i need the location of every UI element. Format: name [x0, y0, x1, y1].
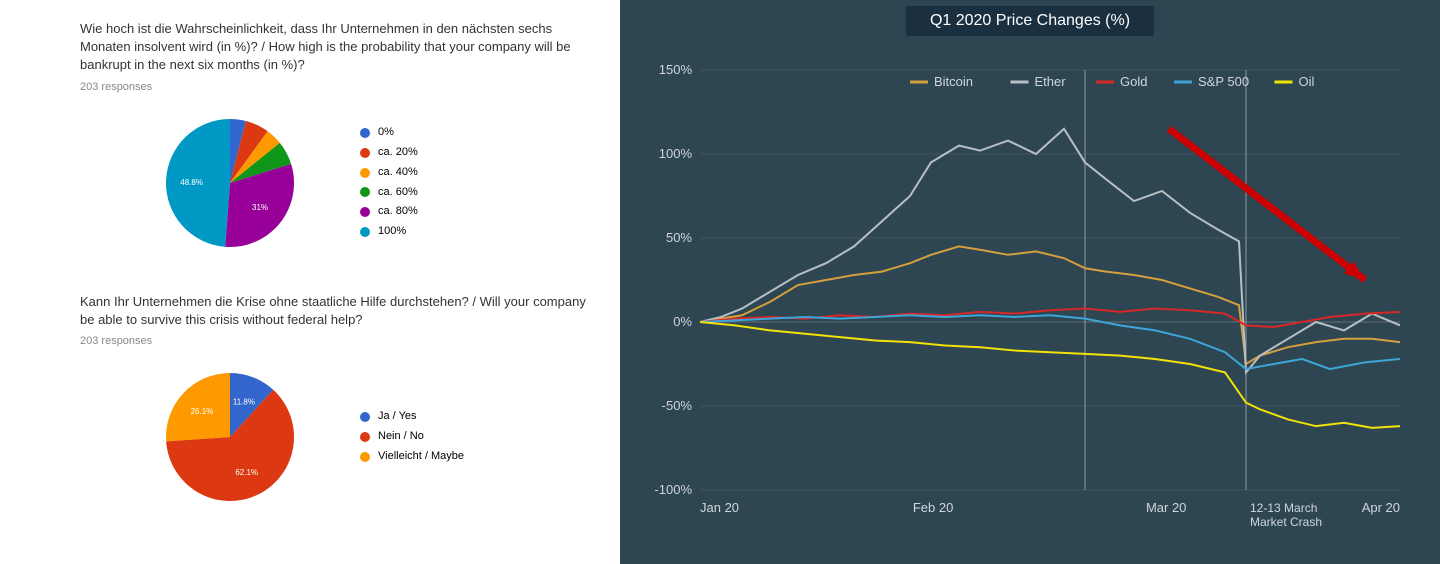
- pie-slice-label: 26.1%: [191, 407, 214, 416]
- y-tick-label: 50%: [666, 230, 692, 245]
- legend-label: ca. 60%: [378, 183, 418, 203]
- series-line: [700, 246, 1400, 364]
- legend-item: ca. 40%: [360, 163, 418, 183]
- chart-title: Q1 2020 Price Changes (%): [906, 6, 1154, 36]
- legend-swatch: [360, 187, 370, 197]
- legend-label: Oil: [1299, 74, 1315, 89]
- x-tick-label: Apr 20: [1362, 500, 1400, 515]
- legend-swatch: [360, 452, 370, 462]
- y-tick-label: 150%: [659, 62, 693, 77]
- legend-swatch: [360, 168, 370, 178]
- y-tick-label: -50%: [662, 398, 693, 413]
- pie-legend-2: Ja / YesNein / NoVielleicht / Maybe: [360, 407, 464, 466]
- legend-item: ca. 60%: [360, 183, 418, 203]
- legend-swatch: [360, 128, 370, 138]
- annotation-arrow: [1169, 129, 1365, 280]
- pie-chart-2: 11.8% 62.1% 26.1%: [140, 357, 320, 517]
- pie-slice-label: 31%: [252, 203, 268, 212]
- survey-block-1: Wie hoch ist die Wahrscheinlichkeit, das…: [80, 20, 590, 263]
- legend-label: ca. 40%: [378, 163, 418, 183]
- price-chart-panel: Q1 2020 Price Changes (%) -100% -50% 0% 50%…: [620, 0, 1440, 564]
- legend-label: Bitcoin: [934, 74, 973, 89]
- legend-item: 0%: [360, 123, 418, 143]
- legend-swatch: [360, 207, 370, 217]
- survey-question-2: Kann Ihr Unternehmen die Krise ohne staa…: [80, 293, 590, 329]
- survey-question-1: Wie hoch ist die Wahrscheinlichkeit, das…: [80, 20, 590, 75]
- pie-legend-1: 0%ca. 20%ca. 40%ca. 60%ca. 80%100%: [360, 123, 418, 242]
- pie-slice-label: 11.8%: [233, 397, 255, 406]
- legend-label: 0%: [378, 123, 394, 143]
- survey-panel: Wie hoch ist die Wahrscheinlichkeit, das…: [0, 0, 620, 564]
- survey-responses-2: 203 responses: [80, 335, 590, 347]
- legend-label: 100%: [378, 222, 406, 242]
- line-chart: -100% -50% 0% 50% 100% 150% Jan 20 Feb 20 Mar 20…: [640, 40, 1420, 554]
- series-line: [700, 129, 1400, 373]
- survey-responses-1: 203 responses: [80, 81, 590, 93]
- pie-slice-label: 62.1%: [235, 468, 258, 477]
- legend-swatch: [360, 412, 370, 422]
- legend-item: Nein / No: [360, 427, 464, 447]
- y-tick-label: 100%: [659, 146, 693, 161]
- series-line: [700, 322, 1400, 428]
- marker-label: Market Crash: [1250, 515, 1322, 529]
- legend-swatch: [360, 148, 370, 158]
- legend-swatch: [360, 227, 370, 237]
- legend-item: Vielleicht / Maybe: [360, 447, 464, 467]
- x-tick-label: Jan 20: [700, 500, 739, 515]
- legend-label: ca. 20%: [378, 143, 418, 163]
- pie-chart-1: 31% 48.8%: [140, 103, 320, 263]
- legend-swatch: [360, 432, 370, 442]
- legend-item: ca. 20%: [360, 143, 418, 163]
- pie-slice-label: 48.8%: [180, 177, 203, 186]
- legend-item: 100%: [360, 222, 418, 242]
- legend-label: Ja / Yes: [378, 407, 417, 427]
- survey-block-2: Kann Ihr Unternehmen die Krise ohne staa…: [80, 293, 590, 517]
- x-tick-label: Mar 20: [1146, 500, 1186, 515]
- legend-item: ca. 80%: [360, 202, 418, 222]
- y-tick-label: 0%: [673, 314, 692, 329]
- legend-label: ca. 80%: [378, 202, 418, 222]
- legend-label: Gold: [1120, 74, 1147, 89]
- legend-label: Nein / No: [378, 427, 424, 447]
- x-tick-label: Feb 20: [913, 500, 953, 515]
- legend-label: S&P 500: [1198, 74, 1249, 89]
- y-tick-label: -100%: [654, 482, 692, 497]
- legend-label: Ether: [1035, 74, 1067, 89]
- legend-label: Vielleicht / Maybe: [378, 447, 464, 467]
- legend-item: Ja / Yes: [360, 407, 464, 427]
- marker-label: 12-13 March: [1250, 501, 1317, 515]
